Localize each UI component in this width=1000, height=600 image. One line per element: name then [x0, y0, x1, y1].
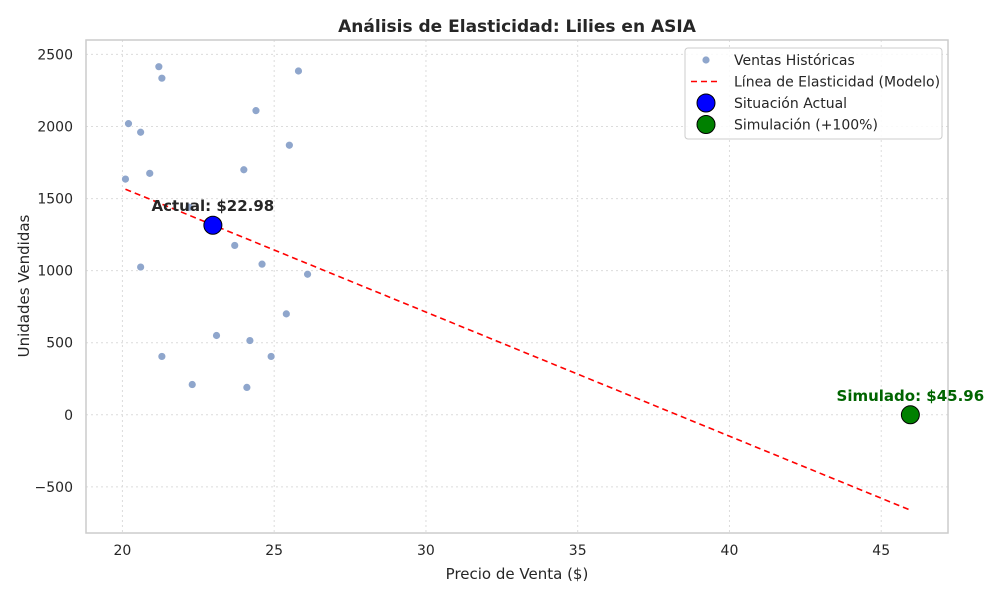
legend-label: Simulación (+100%) [734, 118, 878, 134]
historical-sales-point [245, 336, 255, 345]
x-axis-label: Precio de Venta ($) [446, 565, 589, 583]
current-price-annotation: Actual: $22.98 [152, 197, 275, 215]
historical-sales-point [124, 119, 133, 129]
y-tick-label: −500 [35, 480, 73, 496]
historical-sales-point [230, 241, 240, 250]
historical-sales-point [239, 165, 249, 175]
legend-swatch-current [696, 93, 716, 113]
historical-sales-point [157, 73, 167, 83]
historical-sales-point [242, 383, 252, 392]
historical-sales-point [121, 174, 130, 184]
legend-swatch-simulation [696, 115, 716, 134]
chart-annotations: Actual: $22.98 Simulado: $45.96 [152, 197, 985, 405]
historical-sales-point [136, 127, 146, 137]
elasticity-model-line [125, 188, 912, 512]
historical-sales-point [266, 352, 276, 361]
historical-sales-point [187, 380, 197, 389]
y-tick-label: 2500 [37, 47, 73, 63]
legend-box [684, 47, 943, 140]
historical-sales-point [294, 66, 303, 76]
y-tick-label: 0 [64, 408, 73, 424]
simulation-marker [900, 405, 920, 425]
chart-marks [121, 62, 920, 512]
y-tick-label: 1000 [37, 264, 73, 280]
legend-label: Situación Actual [734, 96, 847, 112]
historical-sales-point [184, 202, 194, 212]
y-axis-ticks: −500 0 500 1000 1500 2000 2500 [35, 47, 73, 495]
historical-sales-point [157, 352, 167, 361]
plot-area-frame [85, 39, 949, 534]
y-tick-label: 1500 [37, 192, 73, 208]
x-tick-label: 30 [417, 543, 435, 559]
x-tick-label: 40 [721, 543, 739, 559]
grid-lines [86, 40, 948, 533]
simulated-price-annotation: Simulado: $45.96 [837, 387, 985, 405]
historical-sales-point [281, 309, 291, 319]
historical-sales-point [212, 331, 221, 340]
current-situation-marker [203, 215, 223, 235]
x-tick-label: 20 [114, 543, 132, 559]
legend-label: Línea de Elasticidad (Modelo) [734, 75, 940, 91]
historical-sales-point [257, 259, 267, 269]
historical-sales-point [284, 140, 294, 150]
legend-swatch-historical [701, 55, 711, 65]
legend: Ventas Históricas Línea de Elasticidad (M… [684, 47, 943, 140]
y-axis-label: Unidades Vendidas [15, 214, 33, 357]
historical-sales-point [251, 106, 261, 116]
historical-sales-point [303, 269, 312, 279]
y-tick-label: 500 [46, 336, 73, 352]
x-tick-label: 45 [872, 543, 890, 559]
chart-title: Análisis de Elasticidad: Lilies en ASIA [338, 17, 697, 37]
historical-sales-point [154, 62, 164, 72]
historical-sales-point [136, 262, 146, 272]
legend-label: Ventas Históricas [734, 53, 855, 69]
historical-sales-point [145, 168, 155, 178]
y-tick-label: 2000 [37, 119, 73, 135]
x-tick-label: 35 [569, 543, 587, 559]
x-tick-label: 25 [265, 543, 283, 559]
x-axis-ticks: 20 25 30 35 40 45 [114, 543, 891, 559]
